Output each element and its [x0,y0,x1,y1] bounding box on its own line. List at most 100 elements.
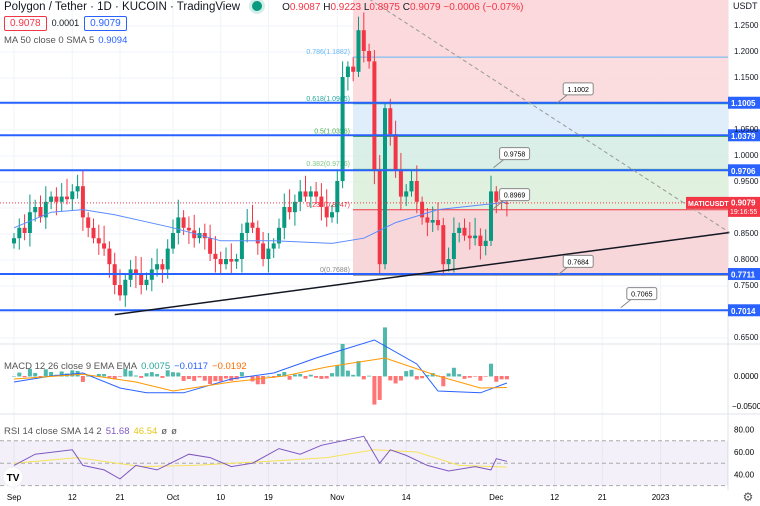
candle-body [186,227,191,231]
macd-histogram-bar [446,373,451,377]
candle-body [224,259,228,265]
candle-body [308,191,313,197]
price-tick: 0.6500 [734,333,759,342]
macd-histogram-bar [49,371,54,377]
candle-body [404,191,409,197]
fib-zone-top [353,0,728,58]
fib-zone [353,169,728,210]
buy-button[interactable]: 0.9079 [84,16,127,31]
callout-label: 1.1002 [567,87,589,94]
candle-body [430,220,435,223]
macd-histogram-bar [383,327,387,377]
macd-signal-line [13,357,507,392]
trade-buttons: 0.9078 0.0001 0.9079 [4,16,127,31]
price-tick: 1.2500 [734,21,759,30]
candle-body [75,186,80,192]
candle-body [70,191,75,200]
candle-body [123,279,128,296]
macd-histogram-bar [409,369,414,377]
macd-histogram-bar [308,374,313,377]
candle-body [345,66,350,77]
candle-body [261,243,266,259]
macd-histogram-bar [483,376,488,377]
price-label-bg [728,129,760,142]
callout-label: 0.7684 [567,259,589,266]
price-level-label: 0.7711 [731,271,756,280]
macd-histogram-bar [160,376,165,378]
price-callout [562,254,594,268]
rsi-ma-line [13,449,507,468]
candle-body [457,227,462,233]
price-label-bg [728,96,760,109]
fib-level-label: 0.382(0.9726) [306,161,350,168]
macd-histogram-bar [17,372,22,377]
candle-body [38,207,43,218]
time-tick: 14 [402,493,411,502]
macd-histogram-bar [404,371,409,377]
candle-body [473,235,478,239]
ma-legend[interactable]: MA 50 close 0 SMA 5 0.9094 [4,35,128,46]
price-tick: 0.9500 [734,177,759,186]
candle-body [467,235,472,239]
macd-histogram-bar [186,376,191,380]
callout-label: 0.9758 [504,152,526,159]
macd-histogram-bar [345,370,350,377]
macd-histogram-bar [171,372,175,377]
macd-histogram-bar [213,376,218,382]
symbol-title[interactable]: Polygon / Tether · 1D · KUCOIN · Trading… [4,1,241,13]
rsi-legend[interactable]: RSI 14 close SMA 14 2 51.68 46.54 ø ø [4,426,177,437]
candle-body [234,259,239,262]
candle-body [118,285,122,296]
macd-histogram-bar [197,376,202,378]
candle-body [287,207,292,213]
price-callout [499,147,531,161]
macd-histogram-bar [372,376,377,405]
time-tick: Oct [167,493,180,502]
callout-pointer [620,299,632,309]
price-level-label: 0.9706 [731,167,756,176]
price-label-bg [728,304,760,317]
sell-button[interactable]: 0.9078 [4,16,47,31]
macd-tick: 0.0000 [734,372,759,381]
macd-histogram-bar [22,376,27,378]
candle-body [372,61,377,171]
candle-body [504,202,509,204]
macd-histogram-bar [340,343,345,377]
candle-body [388,108,393,135]
candle-body [451,233,456,259]
candle-body [213,253,218,259]
candle-body [208,238,213,254]
macd-histogram-bar [499,376,504,380]
macd-histogram-bar [388,376,393,381]
fib-zone [353,103,728,137]
candle-body [49,196,54,202]
price-tick: 1.2000 [734,47,759,56]
candle-body [65,196,69,200]
price-tick: 0.7500 [734,281,759,290]
macd-histogram-bar [144,373,149,377]
candle-body [202,233,207,239]
macd-histogram-bar [478,376,483,381]
rsi-tick: 40.00 [734,470,755,479]
macd-histogram-bar [414,376,419,380]
candle-body [462,227,467,236]
time-tick: 12 [68,493,77,502]
candle-body [218,259,223,265]
macd-histogram-bar [324,376,329,379]
macd-legend[interactable]: MACD 12 26 close 9 EMA EMA 0.0075 −0.0117−… [4,361,247,372]
fib-zone [353,136,728,170]
candle-body [155,264,160,270]
candle-body [133,269,138,275]
price-level-label: 1.1005 [731,99,756,108]
settings-gear-icon[interactable]: ⚙ [743,490,754,504]
candle-body [22,227,27,233]
candle-body [139,274,144,285]
time-tick: 2023 [652,493,670,502]
market-status-icon [252,1,263,11]
macd-histogram-bar [467,376,472,378]
fib-level-label: 0.236(0.8947) [306,202,350,209]
currency-selector[interactable]: USDT ▾ [733,1,760,11]
rsi-tick: 60.00 [734,448,755,457]
candle-body [489,191,493,241]
